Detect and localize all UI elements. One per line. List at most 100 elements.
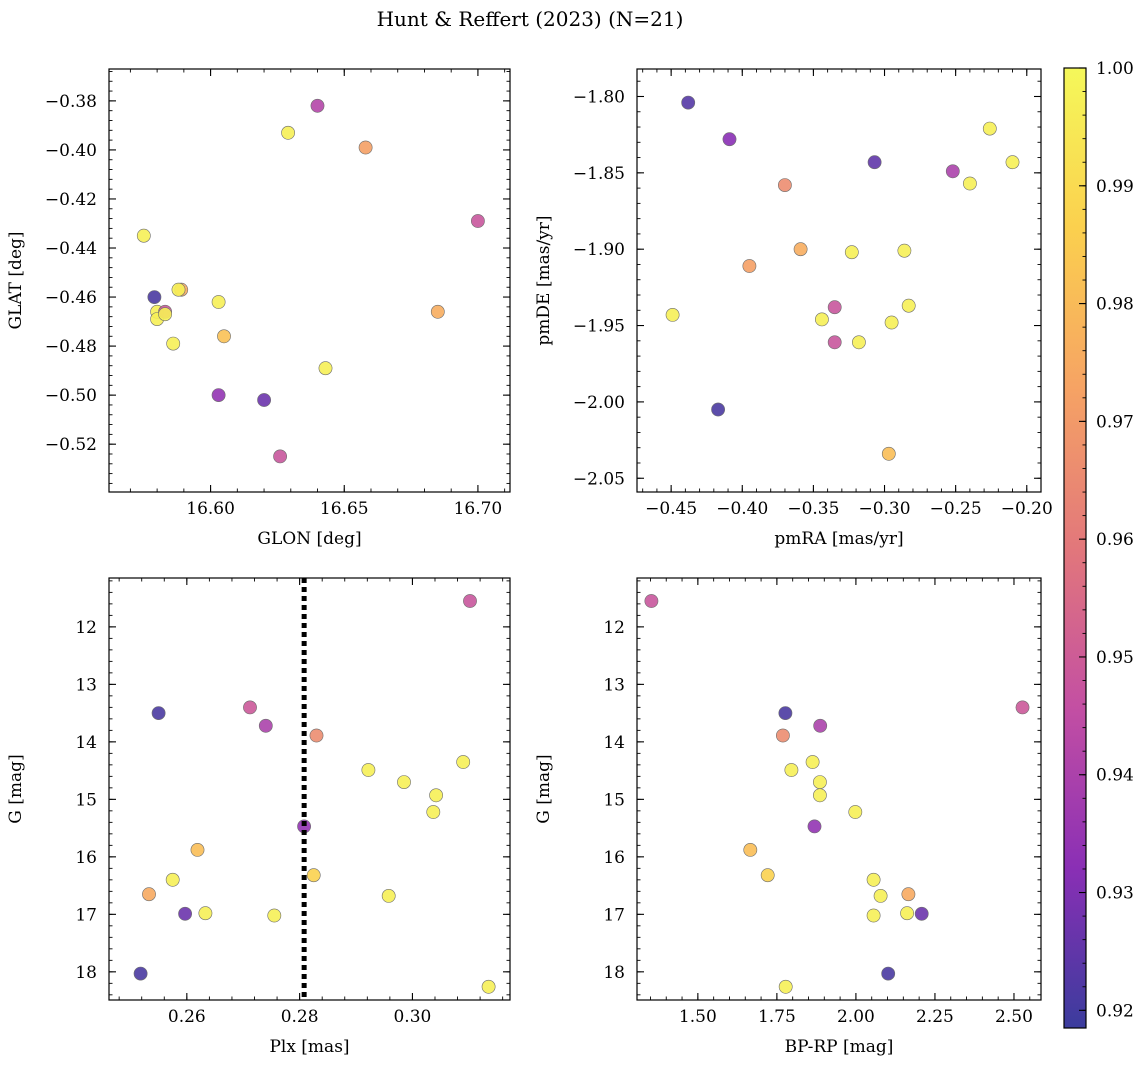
data-point [267,908,282,923]
axes-frame [108,577,511,1001]
y-tick-label: −1.95 [573,317,625,337]
data-point [358,140,373,155]
data-point [778,178,792,192]
data-point [470,214,485,228]
y-tick-label: −0.46 [45,288,97,308]
data-point [901,298,916,313]
colorbar-gradient [1064,68,1086,1028]
ticks [637,578,1041,1000]
data-point [844,245,859,260]
y-tick-label: 14 [75,733,97,753]
y-tick-label: −0.38 [45,92,97,112]
y-tick-label: 12 [603,618,625,638]
data-point [945,164,960,179]
data-point [158,307,172,322]
data-point [463,594,477,608]
data-point [310,98,325,113]
panel-parallax-magnitude: 0.26 0.28 0.30 12 13 14 15 16 17 18 Plx [mas] G [ma… [6,577,511,1057]
axes-frame [636,577,1042,1001]
y-tick-label: 15 [75,790,97,810]
axes-frame [108,68,511,493]
ticks [637,69,1042,492]
y-tick-label: −0.50 [45,386,97,406]
data-point [281,125,295,140]
data-point [665,307,680,322]
y-tick-label: −0.44 [45,239,97,259]
panel-proper-motion: −0.45 −0.40 −0.35 −0.30 −0.25 −0.20 −2.05 −2.00… [534,68,1053,549]
data-point [881,446,896,461]
y-tick-label: −2.00 [573,393,625,413]
data-point [914,906,929,921]
colorbar-tick-label: 0.98 [1096,295,1134,315]
data-point [481,979,496,994]
data-point [273,449,287,464]
data-point [211,295,226,309]
data-point [722,132,737,147]
x-tick-label: 16.65 [320,499,369,519]
data-point [198,906,213,921]
data-point [133,966,148,981]
y-tick-label: 18 [603,963,625,983]
colorbar-tick-label: 0.92 [1096,1001,1134,1021]
data-point [151,706,166,720]
panel-glon-glat: 16.60 16.65 16.70 −0.52 −0.50 −0.48 −0.46 −0.44… [6,68,511,549]
data-point [873,889,888,903]
data-point [807,819,822,834]
x-tick-label: −0.35 [787,499,839,519]
colorbar-tick-label: 0.94 [1096,766,1134,786]
y-tick-label: 17 [75,905,97,925]
x-axis-label: pmRA [mas/yr] [774,529,903,549]
data-point [243,700,257,715]
x-tick-label: 16.70 [454,499,503,519]
data-point [815,312,829,327]
data-point [644,594,659,608]
x-tick-label: 0.26 [168,1007,206,1027]
x-tick-label: −0.40 [716,499,768,519]
x-tick-label: 16.60 [186,499,235,519]
data-point [813,775,827,789]
data-point [1005,155,1020,170]
scatter-points [133,594,496,994]
data-point [217,329,231,344]
colorbar: 0.92 0.93 0.94 0.95 0.96 0.97 0.98 0.99 1.00 [1063,59,1134,1029]
y-axis-label: G [mag] [6,754,26,823]
data-point [852,335,866,350]
data-point [793,242,808,257]
y-tick-label: 13 [603,675,625,695]
data-point [866,908,881,923]
y-axis-label: GLAT [deg] [6,231,26,329]
y-tick-label: −1.80 [573,87,625,107]
data-point [867,155,882,170]
data-point [147,290,162,304]
data-point [318,361,333,376]
colorbar-tick-label: 0.93 [1096,884,1134,904]
data-point [778,979,793,994]
data-point [742,259,757,273]
y-tick-label: −0.52 [45,435,97,455]
data-point [897,243,912,258]
scatter-points [644,594,1030,994]
data-point [171,282,186,297]
data-point [778,706,793,720]
y-tick-label: −0.42 [45,190,97,210]
y-tick-label: 16 [75,848,97,868]
data-point [827,300,842,315]
data-point [776,728,790,743]
data-point [848,805,863,819]
x-tick-label: 1.50 [679,1007,717,1027]
colorbar-tick-label: 0.99 [1096,177,1134,197]
x-tick-label: 2.00 [837,1007,875,1027]
y-tick-label: 12 [75,618,97,638]
data-point [1015,700,1030,715]
colorbar-frame [1063,67,1087,1029]
data-point [881,966,896,981]
data-point [166,336,181,351]
x-tick-label: 1.75 [758,1007,796,1027]
x-tick-label: 2.50 [995,1007,1033,1027]
y-tick-label: 15 [603,790,625,810]
x-axis-label: GLON [deg] [257,529,361,549]
x-tick-label: 2.25 [916,1007,954,1027]
y-tick-label: −1.90 [573,240,625,260]
data-point [456,755,471,769]
